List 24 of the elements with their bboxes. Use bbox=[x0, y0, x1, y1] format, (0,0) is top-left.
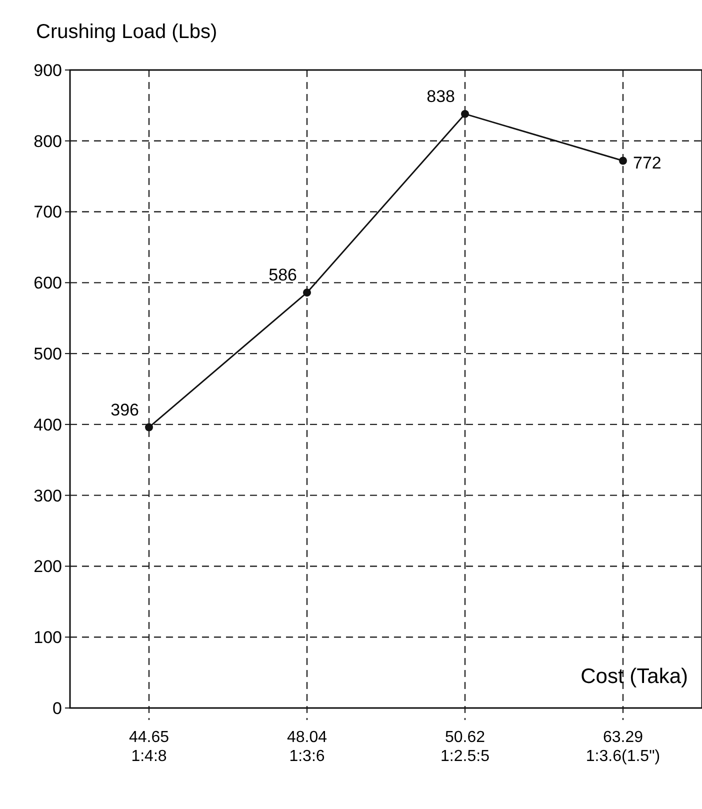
data-label: 838 bbox=[426, 86, 455, 106]
y-tick-label: 500 bbox=[34, 344, 62, 364]
y-tick-label: 0 bbox=[52, 698, 62, 718]
y-tick-label: 800 bbox=[34, 132, 62, 151]
y-tick-label: 100 bbox=[34, 628, 62, 648]
y-axis-title: Crushing Load (Lbs) bbox=[36, 21, 218, 43]
y-tick-label: 900 bbox=[34, 60, 62, 80]
data-label: 586 bbox=[268, 266, 297, 285]
data-label: 772 bbox=[633, 154, 662, 173]
y-tick-label: 600 bbox=[34, 274, 62, 293]
point bbox=[303, 288, 311, 297]
y-tick-label: 300 bbox=[34, 486, 62, 506]
y-tick-label: 400 bbox=[34, 415, 62, 434]
y-tick-label: 200 bbox=[34, 557, 62, 576]
x-tick-label: 48.04 1:3:6 bbox=[286, 729, 328, 766]
x-tick-label: 50.62 1:2.5:5 bbox=[440, 729, 490, 766]
point bbox=[619, 156, 627, 165]
point bbox=[461, 110, 469, 118]
x-tick-label: 63.29 1:3.6(1.5") bbox=[586, 729, 660, 766]
x-axis-title: Cost (Taka) bbox=[580, 665, 688, 688]
y-tick-label: 700 bbox=[34, 202, 62, 222]
data-label: 396 bbox=[110, 400, 139, 420]
point bbox=[145, 423, 153, 432]
x-tick-label: 44.65 1:4:8 bbox=[128, 729, 170, 766]
